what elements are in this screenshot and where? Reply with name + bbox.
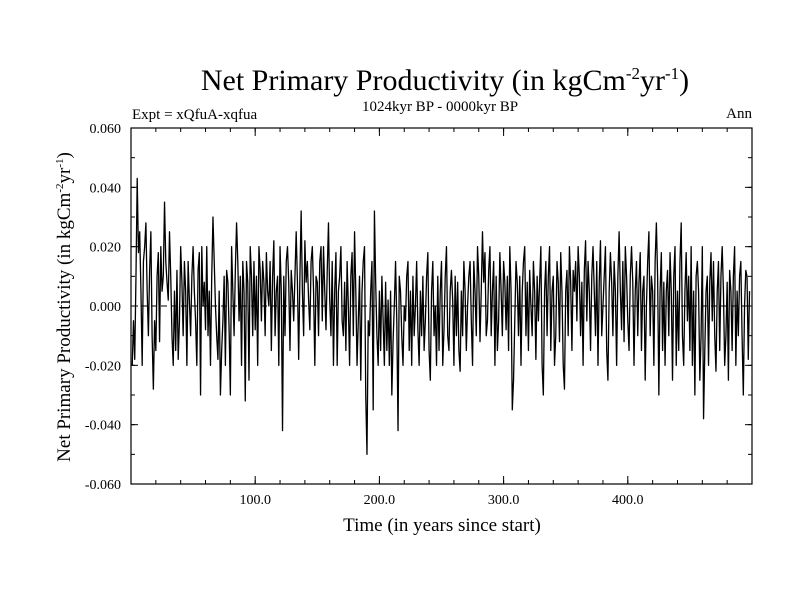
ylabel-mid: yr [54,167,75,184]
ylabel-main: Net Primary Productivity (in kgCm [54,192,75,461]
experiment-label: Expt = xQfuA-xqfua [132,107,257,123]
y-tick-label: 0.040 [90,181,122,196]
y-tick-label: -0.040 [85,419,121,434]
ylabel-end: ) [54,152,75,158]
x-tick-label: 300.0 [488,493,520,508]
y-tick-label: -0.060 [85,478,121,493]
ylabel-superscript-1: -2 [54,184,66,193]
series-line [131,177,751,455]
y-tick-label: 0.000 [90,300,122,315]
chart-title: Net Primary Productivity (in kgCm-2yr-1) [201,64,689,97]
x-tick-label: 200.0 [364,493,396,508]
season-label: Ann [726,106,752,122]
y-tick-label: -0.020 [85,359,121,374]
title-main: Net Primary Productivity (in kgCm [201,64,626,97]
x-tick-label: 400.0 [612,493,644,508]
x-tick-label: 100.0 [239,493,271,508]
y-axis-label: Net Primary Productivity (in kgCm-2yr-1) [54,152,75,462]
title-mid: yr [640,64,665,97]
plot-area-frame [130,127,753,485]
title-superscript-2: -1 [665,64,679,83]
axis-ticks: -0.060 -0.040 -0.020 0.000 0.020 0.040 0.060 10… [85,122,752,508]
x-axis-label: Time (in years since start) [343,515,541,536]
y-tick-label: 0.060 [90,122,122,137]
y-tick-label: 0.020 [90,241,122,256]
period-label: 1024kyr BP - 0000kyr BP [362,99,518,115]
title-end: ) [679,64,689,97]
ylabel-superscript-2: -1 [54,159,66,168]
title-superscript-1: -2 [626,64,640,83]
